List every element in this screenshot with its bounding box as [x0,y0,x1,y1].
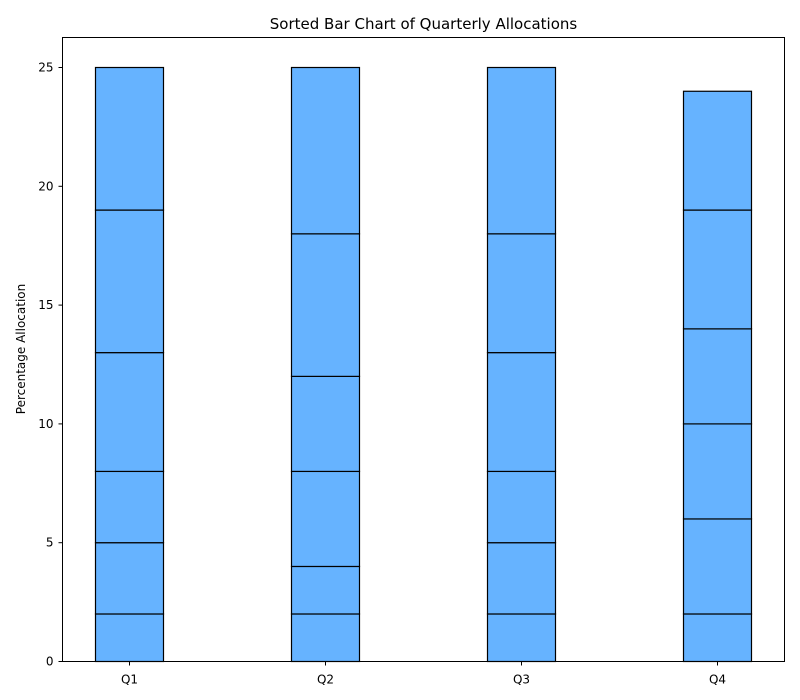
x-tick-label-q1: Q1 [121,673,138,687]
y-tick-label-5: 5 [46,536,54,550]
bar-segment-q2-2 [290,565,361,615]
x-tick-label-q4: Q4 [709,673,726,687]
bar-segment-q3-3 [486,470,557,544]
bar-segment-q1-6 [94,66,165,211]
ticks-layer: Q1 Q2 Q3 Q4 0 5 10 15 20 25 [38,61,726,687]
bar-segment-q2-3 [290,470,361,568]
y-tick-label-25: 25 [38,61,53,75]
bar-segment-q4-5 [682,209,753,330]
bar-segment-q3-2 [486,542,557,615]
bar-segment-q4-4 [682,328,753,425]
y-tick-label-15: 15 [38,298,53,312]
plot-frame [62,37,785,662]
bar-segment-q4-6 [682,90,753,211]
bar-segment-q4-1 [682,613,753,663]
bar-segment-q2-5 [290,233,361,377]
y-tick-label-10: 10 [38,417,53,431]
bar-segment-q2-6 [290,66,361,235]
bar-segment-q4-3 [682,423,753,520]
x-tick-label-q2: Q2 [317,673,334,687]
bar-segment-q1-5 [94,209,165,354]
bars-layer [94,66,753,663]
bar-segment-q3-6 [486,66,557,235]
bar-segment-q1-3 [94,470,165,544]
bar-segment-q3-4 [486,352,557,473]
bar-segment-q1-4 [94,352,165,473]
bar-segment-q1-2 [94,542,165,615]
y-axis-label: Percentage Allocation [14,284,28,414]
bar-segment-q2-1 [290,613,361,663]
bar-segment-q3-5 [486,233,557,354]
bar-segment-q1-1 [94,613,165,663]
chart-title: Sorted Bar Chart of Quarterly Allocation… [270,15,578,33]
y-tick-label-0: 0 [46,655,54,669]
bar-segment-q3-1 [486,613,557,663]
x-tick-label-q3: Q3 [513,673,530,687]
bar-segment-q4-2 [682,518,753,615]
y-tick-label-20: 20 [38,179,53,193]
bar-segment-q2-4 [290,375,361,473]
